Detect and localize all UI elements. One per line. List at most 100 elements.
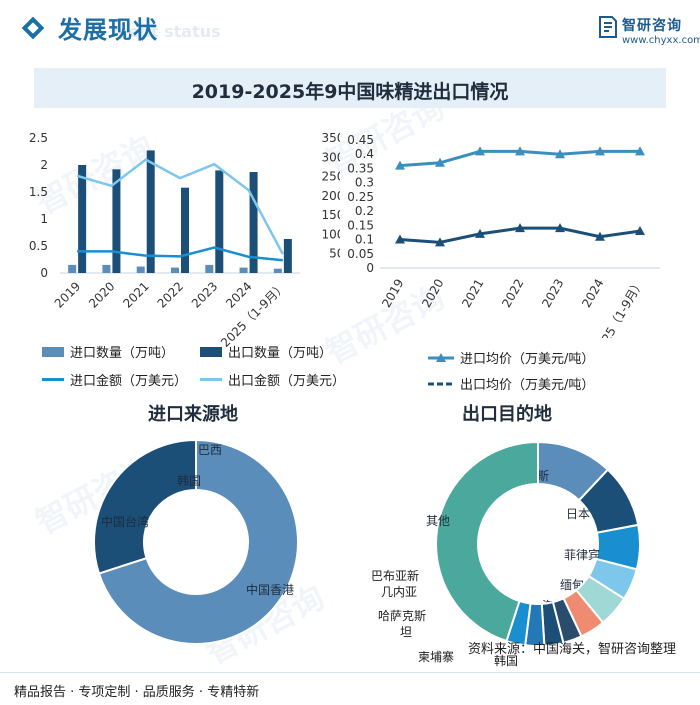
y-right-tick-label: 1500 [321,208,340,222]
slice-label: 菲律宾 [564,547,600,562]
legend-swatch [42,378,64,381]
legend-item-export-volume: 出口数量（万吨） [200,342,332,361]
y-left-tick-label: 0.5 [29,239,48,253]
y-right-tick-label: 3500 [321,131,340,145]
legend-swatch [200,346,222,357]
y-tick-label: 0.3 [355,176,374,190]
triangle-marker [395,234,405,244]
x-tick-label: 2024 [223,279,254,310]
y-left-tick-label: 1.5 [29,185,48,199]
legend-item-export-avg-price: 出口均价（万美元/吨） [428,374,594,393]
legend-item-import-value: 进口金额（万美元） [42,370,187,389]
legend-item-export-value: 出口金额（万美元） [200,370,345,389]
triangle-marker [555,223,565,233]
x-tick-label: 2023 [189,279,220,310]
slice-label: 中国香港 [246,582,294,597]
y-tick-label: 0.35 [347,161,374,175]
bar [78,165,87,273]
legend-swatch [428,382,454,385]
export-destination-title: 出口目的地 [462,404,552,425]
legend-swatch [428,352,454,362]
page-footer: 精品报告 · 专项定制 · 品质服务 · 专精特新 [0,672,700,705]
x-tick-label: 2022 [155,279,186,310]
x-tick-label: 2021 [120,279,151,310]
y-left-tick-label: 1 [40,212,48,226]
bar [215,170,224,273]
triangle-marker [475,146,485,156]
y-left-tick-label: 0 [40,266,48,280]
import-source-title: 进口来源地 [148,404,238,425]
slice-label: 韩国 [177,473,201,488]
page-title: 发展现状 [58,16,158,44]
slice-label-cambodia: 柬埔寨 [418,650,455,664]
x-tick-label: 2022 [499,277,526,310]
x-tick-label: 2020 [419,277,446,310]
data-source: 资料来源：中国海关，智研咨询整理 [468,642,677,657]
legend-label: 出口金额（万美元） [228,374,346,389]
x-tick-label: 2020 [86,279,117,310]
triangle-marker [435,237,445,247]
footer-tagline: 精品报告 · 专项定制 · 品质服务 · 专精特新 [14,685,260,700]
triangle-marker [595,146,605,156]
x-tick-label: 2024 [579,277,606,310]
brand-logo-icon [599,16,617,38]
legend-item-import-avg-price: 进口均价（万美元/吨） [428,348,594,367]
y-tick-label: 0.25 [347,190,374,204]
bar [181,187,189,273]
series-line [76,158,284,255]
slice-label-kaz-line1: 哈萨克斯 [378,609,427,623]
chart-title-bar: 2019-2025年9中国味精进出口情况 [34,68,666,108]
slice-label: 日本 [566,507,590,521]
export-destination-donut: 俄罗斯日本菲律宾缅甸海地泰国其他 [426,440,641,647]
diamond-icon [21,16,45,40]
triangle-marker [435,157,445,167]
combo-chart: 00.511.522.50500100015002000250030003500… [29,131,340,350]
triangle-marker [595,231,605,241]
slice-label-png-line2: 几内亚 [381,585,418,599]
legend-swatch [42,346,64,357]
header-ghost-text: ment status [112,22,221,41]
bar [249,172,258,273]
triangle-marker [515,223,525,233]
legend-label: 进口数量（万吨） [70,346,175,361]
y-tick-label: 0 [366,261,374,275]
pie-slice [97,438,299,645]
y-right-tick-label: 2500 [321,170,340,184]
brand-name: 智研咨询 [622,18,682,34]
chart-title: 2019-2025年9中国味精进出口情况 [191,81,509,103]
legend-label: 进口均价（万美元/吨） [460,352,595,367]
slice-label-kazakhstan: 哈萨克斯 坦 [378,608,426,640]
bar [171,267,179,273]
pie-slice [93,438,197,575]
triangle-marker [635,226,645,236]
triangle-marker [475,228,485,238]
triangle-marker [515,146,525,156]
slice-label-kaz-line2: 坦 [400,625,413,639]
y-right-tick-label: 3000 [321,150,340,164]
y-left-tick-label: 2 [40,158,48,172]
series-line [77,246,283,262]
brand-logo: 智研咨询 www.chyxx.com [598,14,700,48]
slice-label: 巴西 [198,443,222,457]
triangle-marker [555,149,565,159]
bar [112,169,121,273]
y-right-tick-label: 2000 [321,189,340,203]
price-chart: 00.050.10.150.20.250.30.350.40.45 2019 202… [347,133,660,338]
slice-label-png: 巴布亚新 几内亚 [371,568,419,600]
bar [146,150,155,273]
bar [102,264,111,273]
triangle-marker [395,160,405,170]
bar [283,238,292,273]
slice-label-korea: 韩国 [494,654,519,668]
y-tick-label: 0.1 [355,233,374,247]
slice-label: 中国台湾 [101,514,149,529]
bar [239,267,248,273]
legend-label: 出口数量（万吨） [228,346,333,361]
price-legend: 进口均价（万美元/吨） 出口均价（万美元/吨） [428,348,688,398]
legend-label: 进口金额（万美元） [70,374,188,389]
page-header: ment status 发展现状 智研咨询 www.chyxx.com [0,0,700,56]
y-tick-label: 0.05 [347,247,374,261]
bar [68,264,77,273]
pie-slice [435,440,539,643]
y-right-tick-label: 1000 [321,227,340,241]
